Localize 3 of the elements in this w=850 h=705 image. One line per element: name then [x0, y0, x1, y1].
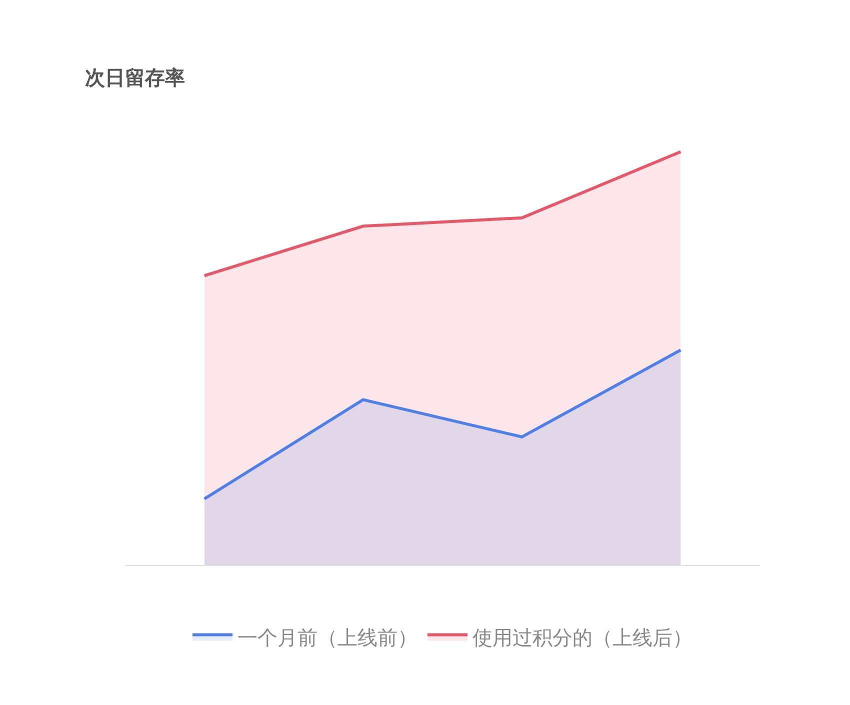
legend-label: 使用过积分的（上线后）: [472, 626, 692, 650]
chart-title: 次日留存率: [85, 66, 185, 90]
legend-label: 一个月前（上线前）: [238, 626, 418, 650]
